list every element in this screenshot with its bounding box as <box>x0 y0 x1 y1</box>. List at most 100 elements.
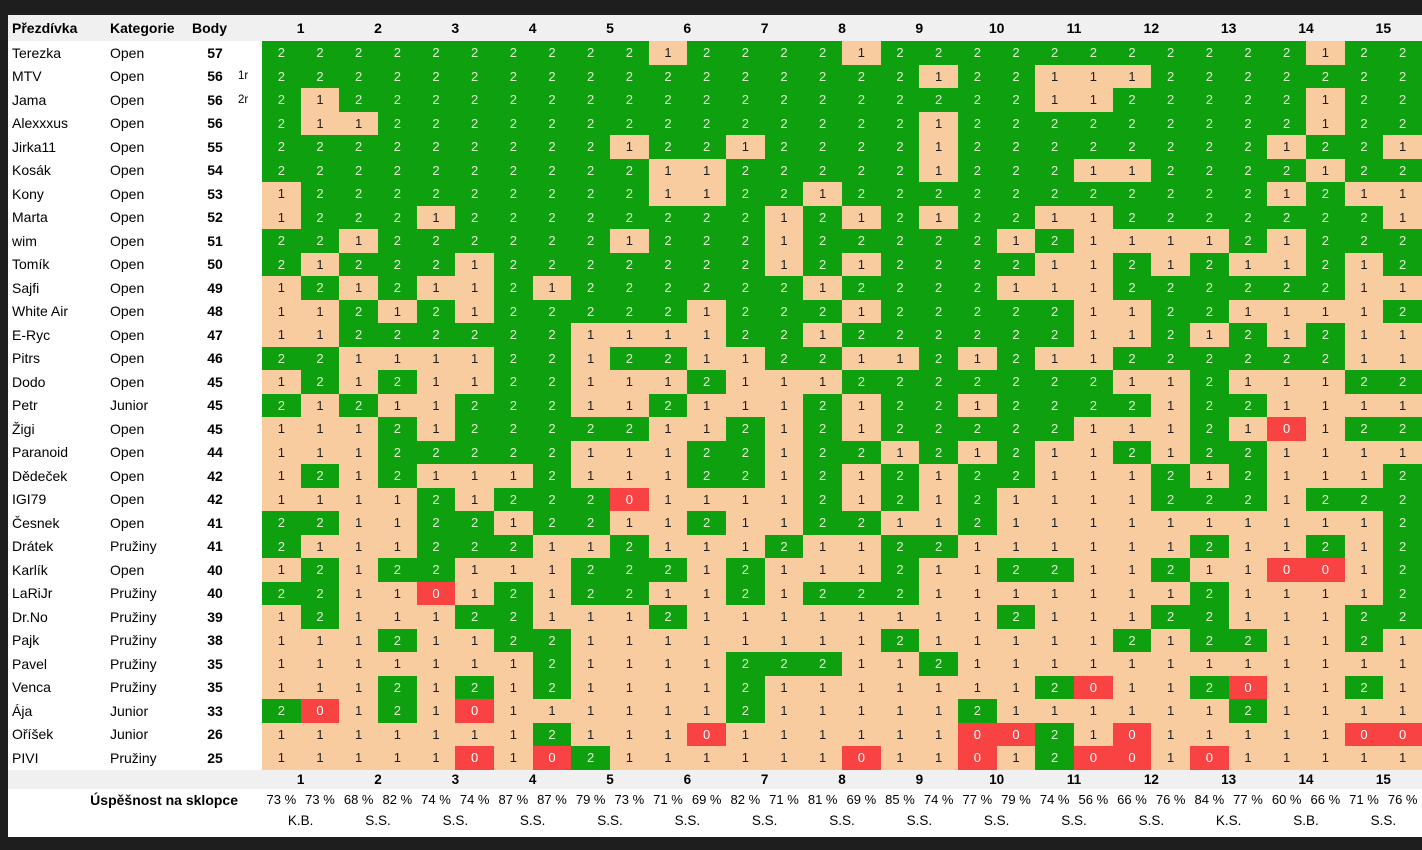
score-cell[interactable]: 2 <box>687 41 726 65</box>
score-cell[interactable]: 1 <box>958 675 997 699</box>
score-cell[interactable]: 1 <box>1151 746 1190 770</box>
score-cell[interactable]: 1 <box>532 534 572 558</box>
score-cell[interactable]: 2 <box>494 229 533 253</box>
score-cell[interactable]: 2 <box>1306 487 1345 511</box>
score-cell[interactable]: 1 <box>339 464 378 488</box>
score-cell[interactable]: 2 <box>958 699 997 723</box>
score-cell[interactable]: 1 <box>339 346 378 370</box>
score-cell[interactable]: 1 <box>842 675 881 699</box>
score-cell[interactable]: 1 <box>1074 417 1113 441</box>
player-category-cell[interactable]: Junior <box>110 702 149 719</box>
score-cell[interactable]: 2 <box>919 299 958 323</box>
player-note-cell[interactable] <box>238 276 262 300</box>
score-cell[interactable]: 1 <box>1228 746 1268 770</box>
score-cell[interactable]: 1 <box>958 605 997 629</box>
player-name-cell[interactable]: Terezka <box>12 44 62 61</box>
score-cell[interactable]: 2 <box>880 276 920 300</box>
score-cell[interactable]: 0 <box>455 699 494 723</box>
score-cell[interactable]: 2 <box>378 229 417 253</box>
score-cell[interactable]: 1 <box>1074 323 1113 347</box>
score-cell[interactable]: 2 <box>262 393 301 417</box>
score-cell[interactable]: 2 <box>339 88 378 112</box>
score-cell[interactable]: 1 <box>416 746 456 770</box>
score-cell[interactable]: 1 <box>1074 581 1113 605</box>
score-cell[interactable]: 2 <box>378 440 417 464</box>
score-cell[interactable]: 1 <box>880 511 920 535</box>
score-cell[interactable]: 2 <box>532 229 572 253</box>
score-cell[interactable]: 1 <box>958 346 997 370</box>
player-note-cell[interactable] <box>238 605 262 629</box>
player-points-cell[interactable]: 56 <box>207 68 223 85</box>
score-cell[interactable]: 2 <box>1190 41 1229 65</box>
score-cell[interactable]: 2 <box>1344 205 1384 229</box>
score-cell[interactable]: 1 <box>339 487 378 511</box>
score-cell[interactable]: 2 <box>1190 182 1229 206</box>
score-cell[interactable]: 2 <box>996 41 1036 65</box>
score-cell[interactable]: 2 <box>1074 370 1113 394</box>
score-cell[interactable]: 2 <box>378 699 417 723</box>
score-cell[interactable]: 2 <box>494 487 533 511</box>
score-cell[interactable]: 1 <box>880 699 920 723</box>
score-cell[interactable]: 1 <box>378 346 417 370</box>
score-cell[interactable]: 1 <box>494 511 533 535</box>
score-cell[interactable]: 2 <box>455 511 494 535</box>
player-category-cell[interactable]: Open <box>110 420 145 437</box>
score-cell[interactable]: 1 <box>262 558 301 582</box>
score-cell[interactable]: 2 <box>1112 41 1152 65</box>
score-cell[interactable]: 2 <box>1228 440 1268 464</box>
score-cell[interactable]: 2 <box>1383 558 1422 582</box>
score-cell[interactable]: 1 <box>1383 346 1422 370</box>
score-cell[interactable]: 2 <box>610 534 649 558</box>
player-name-cell[interactable]: Česnek <box>12 514 60 531</box>
score-cell[interactable]: 1 <box>1151 417 1190 441</box>
player-name-cell[interactable]: Drátek <box>12 538 54 555</box>
score-cell[interactable]: 2 <box>1344 487 1384 511</box>
score-cell[interactable]: 2 <box>571 417 610 441</box>
score-cell[interactable]: 2 <box>494 205 533 229</box>
score-cell[interactable]: 1 <box>764 229 804 253</box>
score-cell[interactable]: 1 <box>1267 464 1306 488</box>
score-cell[interactable]: 2 <box>455 205 494 229</box>
score-cell[interactable]: 1 <box>339 628 378 652</box>
player-name-cell[interactable]: Kosák <box>12 162 51 179</box>
score-cell[interactable]: 2 <box>416 229 456 253</box>
score-cell[interactable]: 1 <box>571 605 610 629</box>
score-cell[interactable]: 2 <box>880 182 920 206</box>
score-cell[interactable]: 1 <box>1228 511 1268 535</box>
score-cell[interactable]: 1 <box>996 652 1036 676</box>
score-cell[interactable]: 1 <box>1267 252 1306 276</box>
score-cell[interactable]: 1 <box>262 205 301 229</box>
score-cell[interactable]: 1 <box>339 417 378 441</box>
player-category-cell[interactable]: Open <box>110 491 145 508</box>
score-cell[interactable]: 2 <box>880 393 920 417</box>
score-cell[interactable]: 1 <box>1344 558 1384 582</box>
player-note-cell[interactable] <box>238 300 262 324</box>
score-cell[interactable]: 2 <box>880 464 920 488</box>
player-points-cell[interactable]: 44 <box>207 444 223 461</box>
score-cell[interactable]: 1 <box>803 699 842 723</box>
score-cell[interactable]: 1 <box>610 440 649 464</box>
score-cell[interactable]: 1 <box>416 675 456 699</box>
score-cell[interactable]: 1 <box>842 464 881 488</box>
score-cell[interactable]: 2 <box>803 464 842 488</box>
score-cell[interactable]: 1 <box>610 370 649 394</box>
score-cell[interactable]: 2 <box>300 370 340 394</box>
player-category-cell[interactable]: Open <box>110 138 145 155</box>
score-cell[interactable]: 1 <box>378 605 417 629</box>
score-cell[interactable]: 2 <box>1151 64 1190 88</box>
score-cell[interactable]: 1 <box>1383 323 1422 347</box>
score-cell[interactable]: 1 <box>610 746 649 770</box>
player-note-cell[interactable] <box>238 676 262 700</box>
player-category-cell[interactable]: Open <box>110 279 145 296</box>
score-cell[interactable]: 1 <box>648 722 688 746</box>
score-cell[interactable]: 1 <box>1267 605 1306 629</box>
score-cell[interactable]: 2 <box>842 158 881 182</box>
score-cell[interactable]: 2 <box>532 722 572 746</box>
score-cell[interactable]: 1 <box>1112 299 1152 323</box>
score-cell[interactable]: 2 <box>1383 252 1422 276</box>
score-cell[interactable]: 2 <box>532 393 572 417</box>
score-cell[interactable]: 1 <box>958 534 997 558</box>
player-points-cell[interactable]: 54 <box>207 162 223 179</box>
score-cell[interactable]: 2 <box>1035 722 1074 746</box>
player-category-cell[interactable]: Open <box>110 444 145 461</box>
